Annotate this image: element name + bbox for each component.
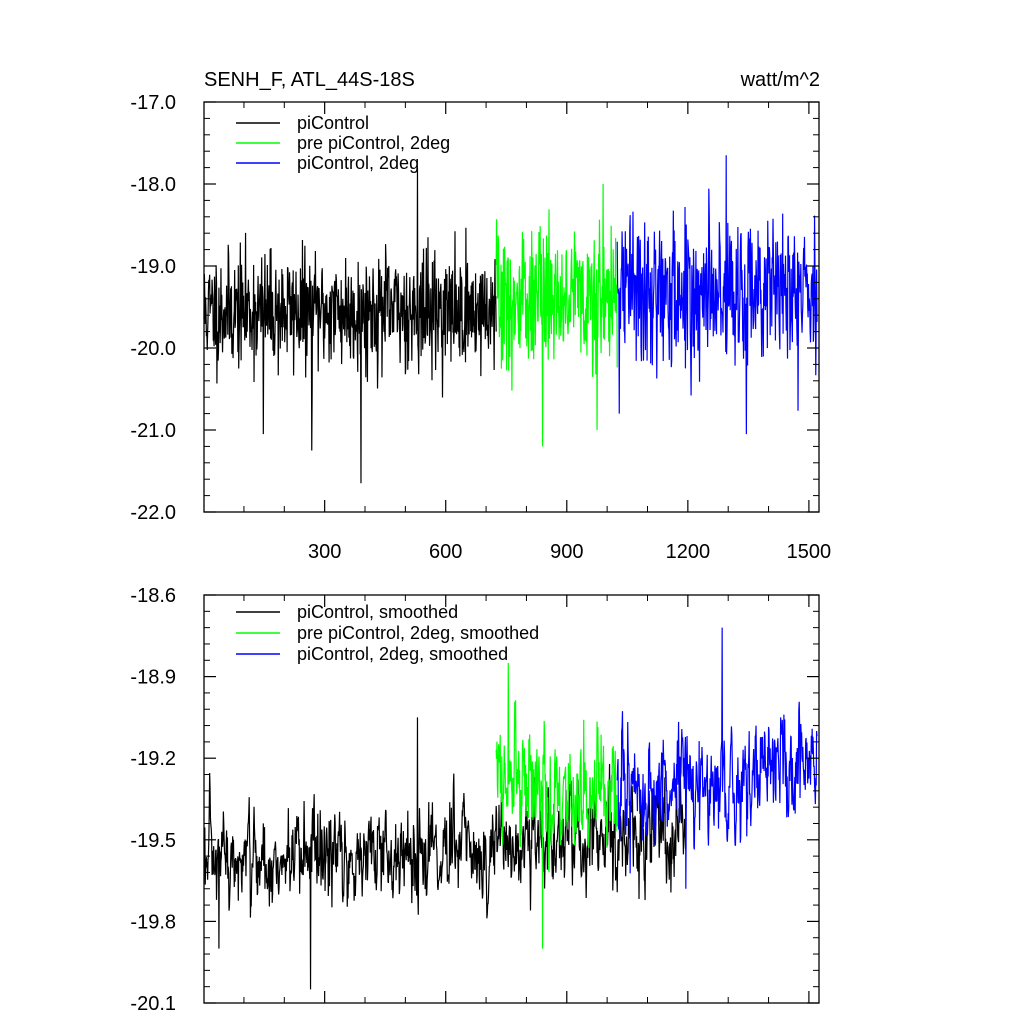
y-tick-label: -20.1 bbox=[130, 993, 176, 1015]
y-tick-label: -18.6 bbox=[130, 585, 176, 607]
legend-top: piControl pre piControl, 2deg piControl,… bbox=[236, 113, 450, 173]
bottom-plot-series bbox=[203, 627, 818, 990]
y-tick-label: -19.8 bbox=[130, 911, 176, 933]
y-tick-label: -18.9 bbox=[130, 667, 176, 689]
y-tick-label: -19.5 bbox=[130, 830, 176, 852]
legend-label-picontrol-smoothed: piControl, smoothed bbox=[297, 602, 458, 622]
legend-label-picontrol: piControl bbox=[297, 113, 369, 133]
series-line-picontrol-2deg bbox=[616, 155, 818, 435]
plot-frame bbox=[203, 101, 820, 513]
x-tick-label: 300 bbox=[308, 541, 341, 563]
series-line-pre-picontrol-2deg-smoothed bbox=[495, 662, 618, 949]
plot-frame bbox=[203, 594, 820, 1004]
series-line-picontrol bbox=[203, 167, 497, 484]
x-tick-label: 1200 bbox=[666, 541, 711, 563]
series-line-pre-picontrol-2deg bbox=[495, 183, 618, 447]
x-tick-label: 1500 bbox=[787, 541, 832, 563]
y-tick-label: -19.2 bbox=[130, 748, 176, 770]
bottom-plot-axes: -20.1 -19.8 -19.5 -19.2 -18.9 -18.6 bbox=[130, 585, 820, 1015]
chart-title: SENH_F, ATL_44S-18S bbox=[204, 69, 415, 91]
legend-label-pre-picontrol-2deg: pre piControl, 2deg bbox=[297, 133, 450, 153]
x-tick-label: 900 bbox=[550, 541, 583, 563]
y-tick-label: -18.0 bbox=[130, 174, 176, 196]
y-tick-label: -20.0 bbox=[130, 338, 176, 360]
series-line-picontrol-smoothed bbox=[203, 717, 687, 990]
legend-bottom: piControl, smoothed pre piControl, 2deg,… bbox=[236, 602, 539, 664]
legend-label-pre-picontrol-2deg-smoothed: pre piControl, 2deg, smoothed bbox=[297, 623, 539, 643]
units-label: watt/m^2 bbox=[740, 69, 820, 91]
y-tick-label: -21.0 bbox=[130, 420, 176, 442]
top-plot-series bbox=[203, 155, 818, 484]
series-line-picontrol-2deg-smoothed bbox=[616, 627, 818, 889]
y-tick-label: -17.0 bbox=[130, 92, 176, 114]
legend-label-picontrol-2deg-smoothed: piControl, 2deg, smoothed bbox=[297, 644, 508, 664]
legend-label-picontrol-2deg: piControl, 2deg bbox=[297, 153, 419, 173]
y-tick-label: -19.0 bbox=[130, 256, 176, 278]
x-tick-label: 600 bbox=[429, 541, 462, 563]
top-plot-axes: -22.0 -21.0 -20.0 -19.0 -18.0 -17.0 300 600 900 1… bbox=[130, 92, 831, 563]
y-tick-label: -22.0 bbox=[130, 502, 176, 524]
